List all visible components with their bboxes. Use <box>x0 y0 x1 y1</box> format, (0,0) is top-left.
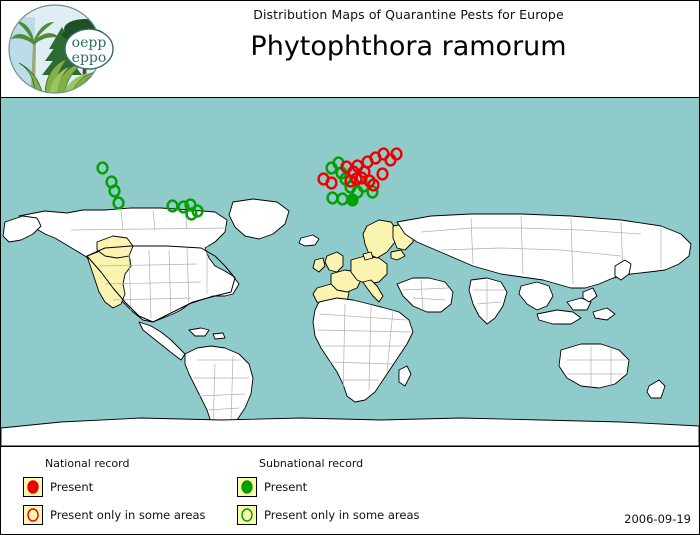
legend-heading-subnational: Subnational record <box>259 457 364 470</box>
map-marker <box>184 206 198 221</box>
map-marker <box>107 183 121 198</box>
page-header: oepp eppo Distribution Maps of Quarantin… <box>1 1 699 98</box>
map-marker <box>165 198 179 213</box>
map-marker <box>366 177 380 192</box>
map-marker <box>190 203 204 218</box>
world-map <box>1 98 699 447</box>
map-marker <box>324 175 338 190</box>
subnational-present-icon <box>237 477 257 497</box>
logo-text-bottom: eppo <box>72 50 107 66</box>
legend-label-national-present: Present <box>50 480 94 494</box>
map-marker <box>176 199 190 214</box>
series-title: Distribution Maps of Quarantine Pests fo… <box>253 7 564 22</box>
legend-label-subnational-partial: Present only in some areas <box>264 508 420 522</box>
legend-heading-national: National record <box>45 457 130 470</box>
map-marker <box>345 192 359 207</box>
national-present-icon <box>23 477 43 497</box>
map-marker <box>375 166 389 181</box>
map-marker <box>349 171 363 186</box>
world-map-svg <box>1 98 699 446</box>
subnational-partial-icon <box>237 505 257 525</box>
map-marker <box>343 173 357 188</box>
logo-text-top: oepp <box>72 35 107 51</box>
page-title: Phytophthora ramorum <box>250 31 567 62</box>
landmasses <box>1 198 699 446</box>
marker-layer <box>1 98 699 446</box>
map-marker <box>111 195 125 210</box>
map-marker <box>350 158 364 173</box>
map-marker <box>95 160 109 175</box>
legend-label-subnational-present: Present <box>264 480 308 494</box>
national-partial-icon <box>23 505 43 525</box>
legend-label-national-partial: Present only in some areas <box>50 508 206 522</box>
map-marker <box>389 146 403 161</box>
map-date: 2006-09-19 <box>624 512 691 526</box>
map-legend: National record Subnational record Prese… <box>1 447 699 534</box>
eppo-logo: oepp eppo <box>5 3 117 95</box>
